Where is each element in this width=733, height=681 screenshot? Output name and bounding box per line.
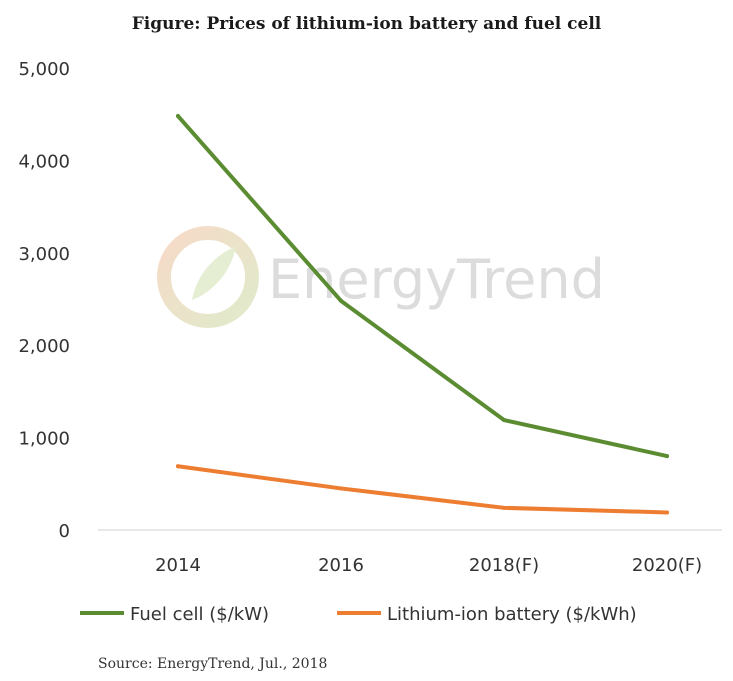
data-point	[176, 464, 180, 469]
series-line-1	[176, 464, 669, 515]
watermark-ring-icon	[157, 226, 259, 328]
source-note: Source: EnergyTrend, Jul., 2018	[98, 656, 328, 672]
y-tick-label: 2,000	[18, 336, 70, 357]
data-point	[665, 454, 669, 459]
data-point	[339, 486, 343, 491]
x-tick-label: 2014	[155, 555, 201, 576]
y-tick-label: 3,000	[18, 244, 70, 265]
legend-label-1: Lithium-ion battery ($/kWh)	[387, 604, 637, 625]
series-line-0	[176, 114, 669, 459]
y-tick-label: 1,000	[18, 429, 70, 450]
watermark-text: EnergyTrend	[268, 248, 605, 311]
watermark-leaf-icon	[192, 246, 236, 300]
data-point	[339, 298, 343, 303]
data-point	[176, 114, 180, 119]
x-tick-label: 2016	[318, 555, 364, 576]
x-tick-label: 2020(F)	[632, 555, 702, 576]
y-tick-label: 4,000	[18, 151, 70, 172]
watermark-logo: EnergyTrend	[157, 226, 605, 328]
y-tick-label: 5,000	[18, 59, 70, 80]
data-point	[665, 510, 669, 515]
legend-label-0: Fuel cell ($/kW)	[130, 604, 269, 625]
data-point	[502, 418, 506, 423]
chart-title: Figure: Prices of lithium-ion battery an…	[131, 14, 602, 34]
data-point	[502, 505, 506, 510]
x-tick-label: 2018(F)	[469, 555, 539, 576]
y-tick-label: 0	[59, 521, 70, 542]
